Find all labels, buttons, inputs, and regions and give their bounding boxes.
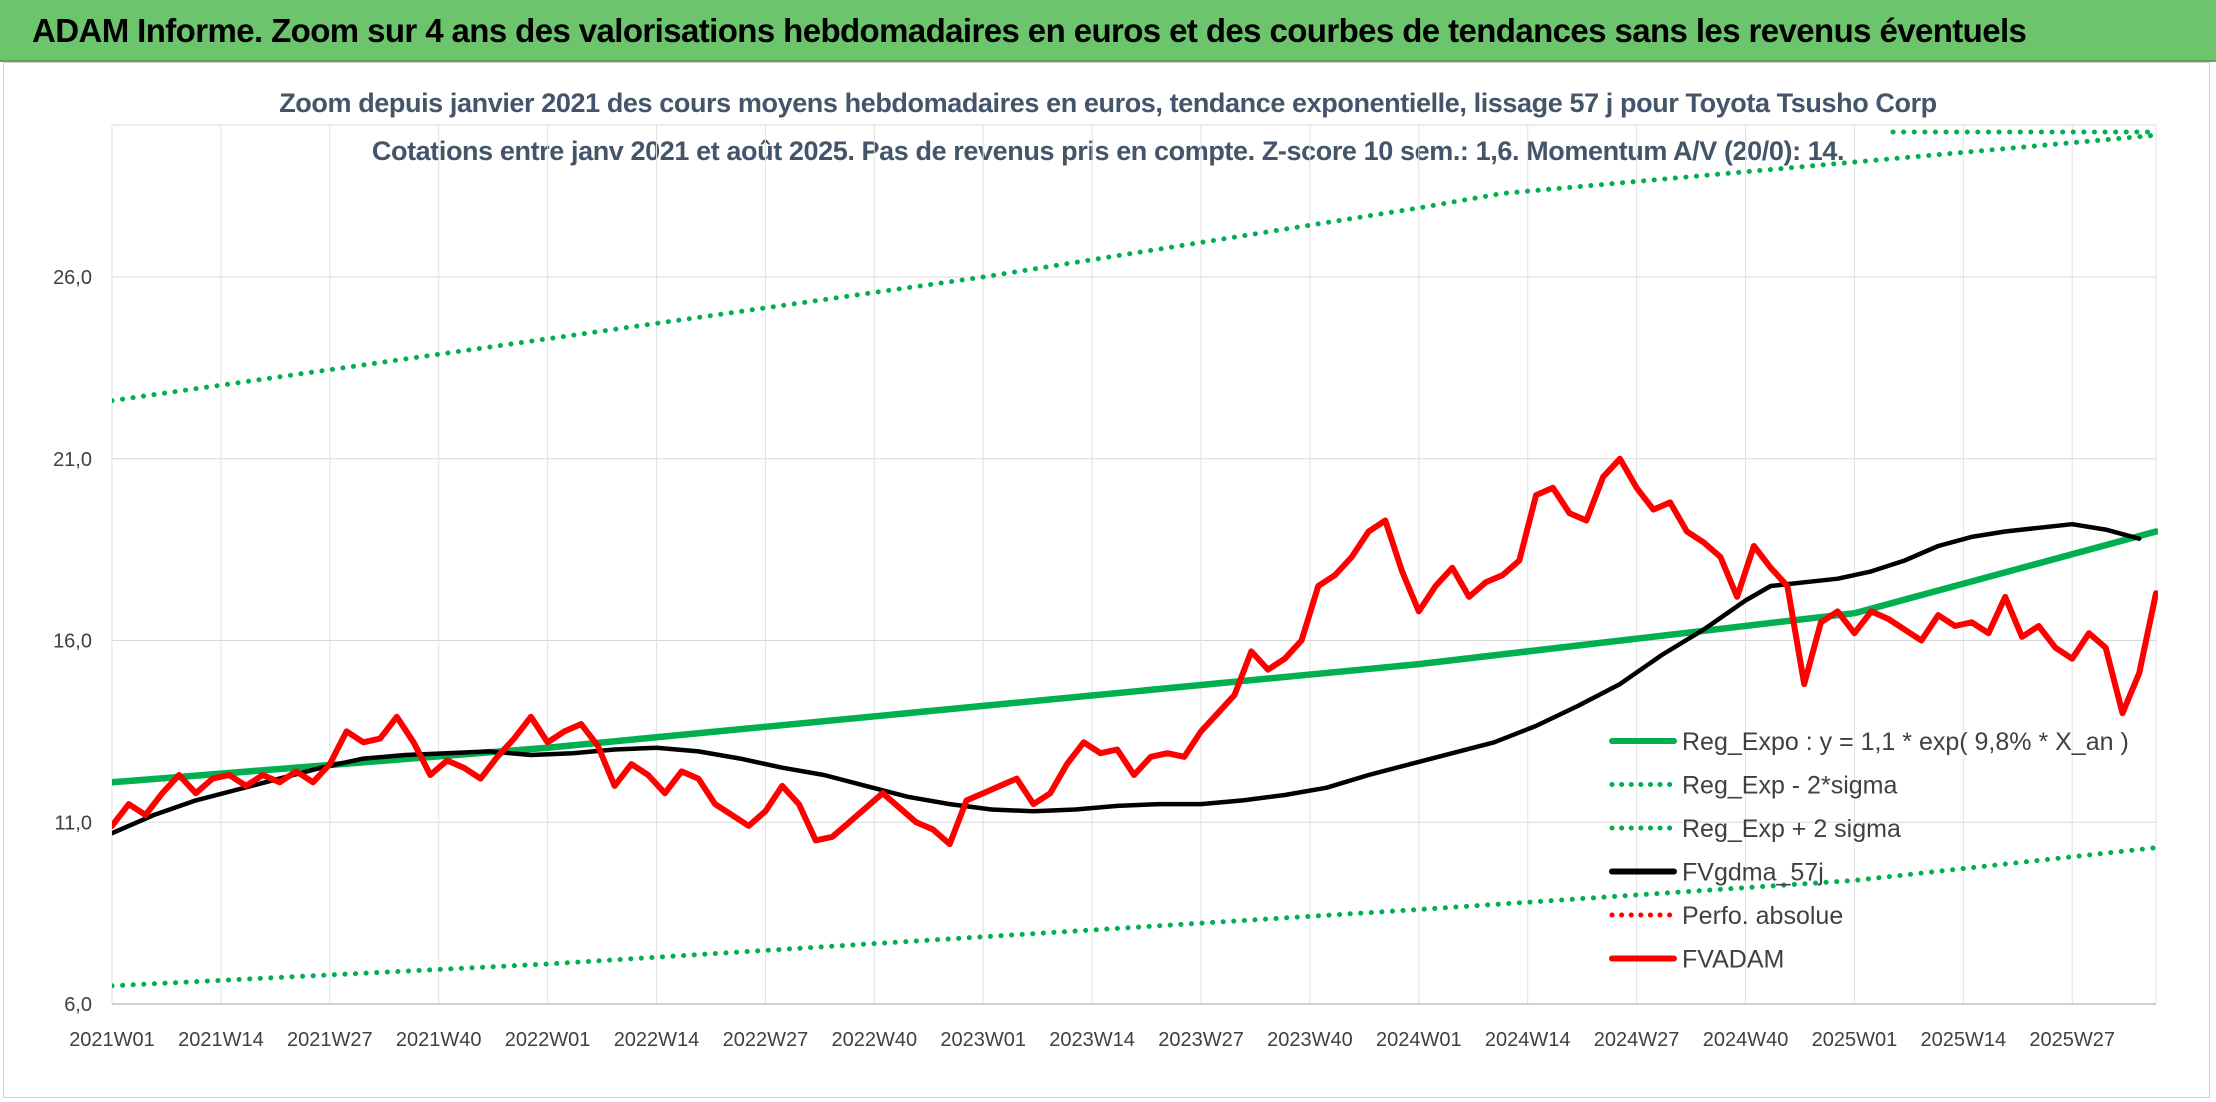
y-tick-label: 16,0 [53,631,92,653]
legend-label: FVADAM [1682,946,1784,974]
x-tick-label: 2023W27 [1158,1029,1244,1051]
legend-label: Reg_Expo : y = 1,1 * exp( 9,8% * X_an ) [1682,728,2129,756]
chart-legend: Reg_Expo : y = 1,1 * exp( 9,8% * X_an ) R… [1609,728,2129,974]
legend-label: FVgdma_57j [1682,859,1824,887]
chart-grid [111,124,2157,1005]
x-tick-label: 2021W01 [69,1029,155,1051]
chart-frame [3,62,2210,1098]
x-tick-label: 2024W14 [1485,1029,1571,1051]
y-tick-label: 6,0 [64,994,92,1016]
y-axis: 6,0 11,0 16,0 21,0 26,0 [53,267,92,1016]
y-tick-label: 21,0 [53,449,92,471]
x-tick-label: 2021W14 [178,1029,264,1051]
x-tick-label: 2022W27 [723,1029,809,1051]
series-line-5 [112,455,2158,848]
x-tick-label: 2023W01 [940,1029,1026,1051]
report-banner: ADAM Informe. Zoom sur 4 ans des valoris… [0,0,2216,62]
x-tick-label: 2022W14 [614,1029,700,1051]
x-tick-label: 2024W01 [1376,1029,1462,1051]
x-tick-label: 2025W27 [2029,1029,2115,1051]
x-tick-label: 2023W14 [1049,1029,1135,1051]
x-tick-label: 2025W14 [1921,1029,2007,1051]
series-line-1 [112,845,2158,989]
x-tick-label: 2021W40 [396,1029,482,1051]
legend-label: Perfo. absolue [1682,902,1843,930]
x-tick-label: 2024W27 [1594,1029,1680,1051]
x-tick-label: 2023W40 [1267,1029,1353,1051]
chart-series [112,129,2158,989]
chart-title: Zoom depuis janvier 2021 des cours moyen… [279,88,1937,118]
y-tick-label: 11,0 [55,812,92,834]
report-title: ADAM Informe. Zoom sur 4 ans des valoris… [32,12,2027,49]
y-tick-label: 26,0 [53,267,92,289]
x-tick-label: 2021W27 [287,1029,373,1051]
x-tick-label: 2024W40 [1703,1029,1789,1051]
x-tick-label: 2022W40 [831,1029,917,1051]
series-line-2 [112,132,2158,404]
chart-subtitle: Cotations entre janv 2021 et août 2025. … [371,136,1845,166]
legend-label: Reg_Exp - 2*sigma [1682,772,1897,800]
legend-label: Reg_Exp + 2 sigma [1682,815,1901,843]
x-tick-label: 2025W01 [1812,1029,1898,1051]
x-axis: 2021W01 2021W14 2021W27 2021W40 2022W01 2022W… [69,1003,2156,1051]
x-tick-label: 2022W01 [505,1029,591,1051]
series-line-3 [112,521,2142,836]
